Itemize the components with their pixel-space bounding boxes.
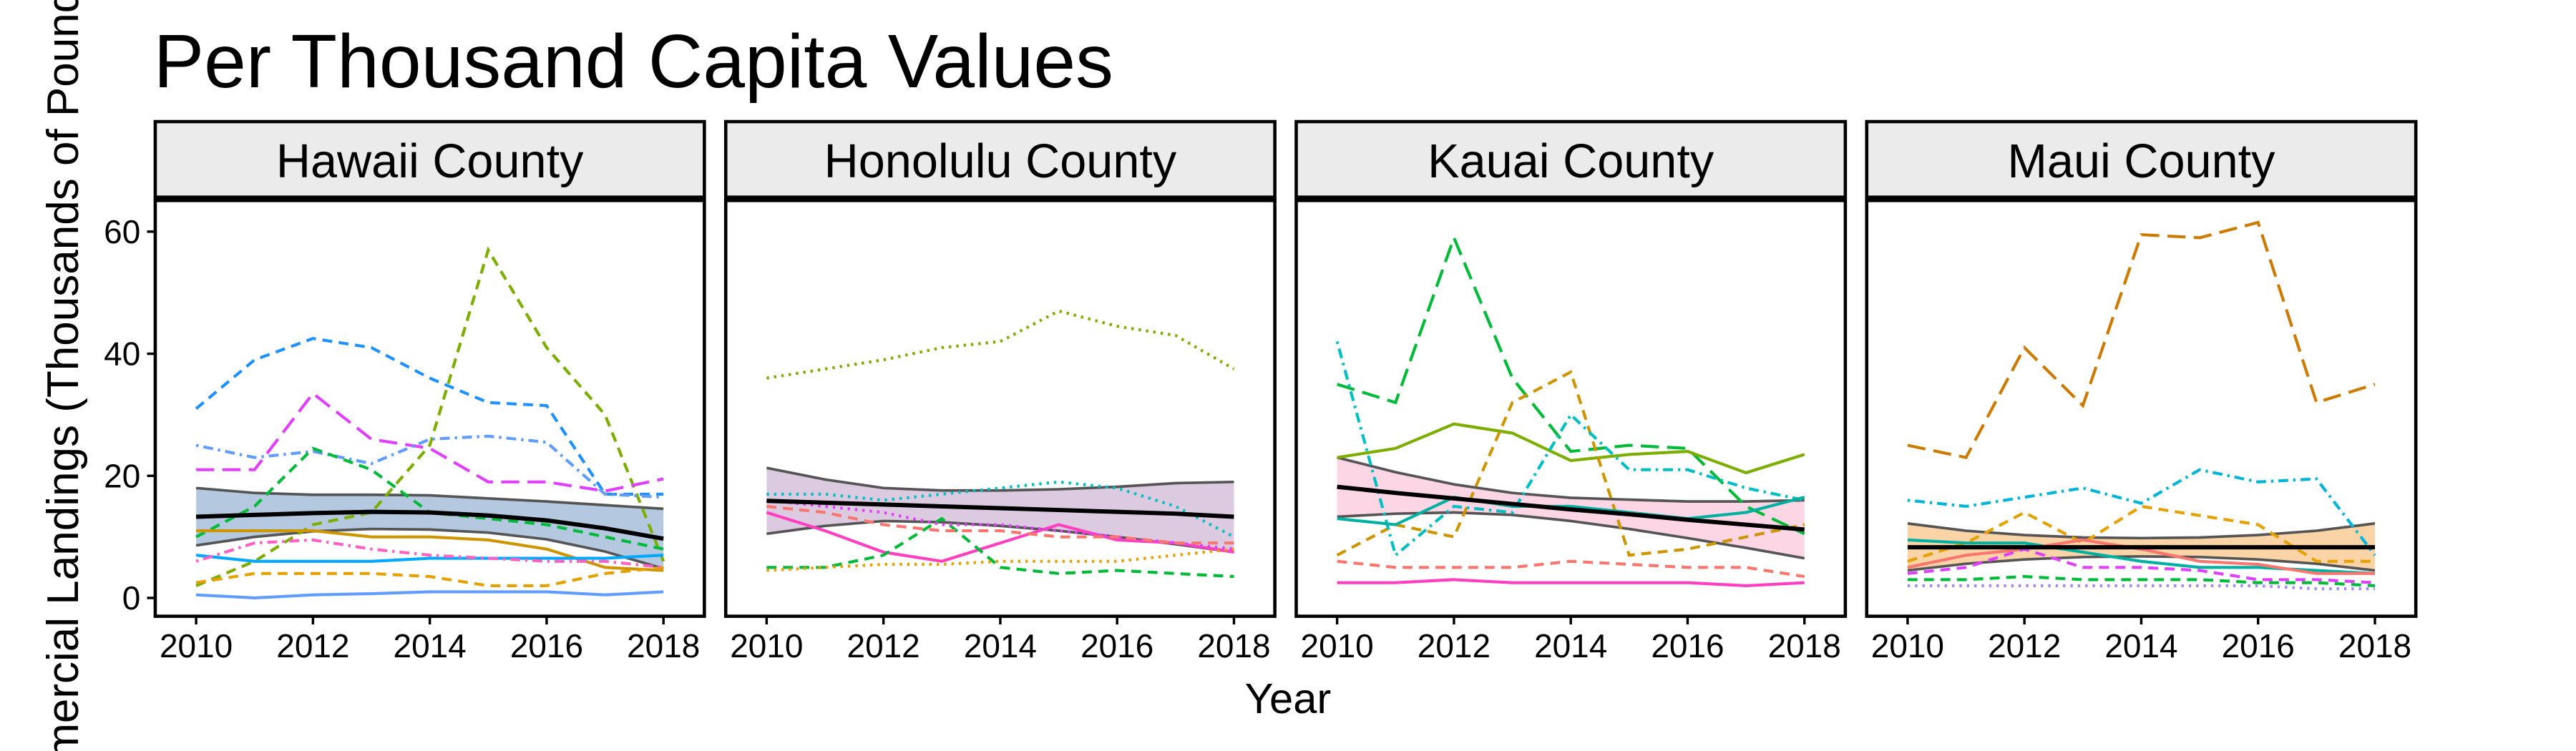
x-tick-label: 2018 [627,627,700,664]
y-tick-label: 20 [104,457,140,494]
panel [766,309,1235,579]
trend-line [1337,484,1805,532]
series-line [1337,422,1805,475]
x-tick-label: 2016 [1080,627,1153,664]
trend-line [766,499,1234,519]
x-tick-label: 2010 [730,627,803,664]
x-tick-label: 2014 [394,627,467,664]
panel-border [1294,199,1848,618]
confidence-bound [195,486,664,511]
x-tick-label: 2012 [1418,627,1491,664]
series-line [195,590,664,600]
x-tick-label: 2010 [1871,627,1944,664]
x-tick-label: 2016 [1651,627,1724,664]
y-tick-label: 40 [104,335,140,373]
x-axis-label: Year [1245,674,1332,722]
y-tick-label: 0 [122,579,141,617]
series-line [766,504,1234,545]
confidence-bound [1337,511,1805,560]
series-line [196,391,664,493]
series-line [1907,220,2376,460]
series-line [766,480,1235,539]
panel [195,246,665,600]
facet-strip [153,119,706,200]
x-tick-label: 2014 [964,627,1037,664]
series-line [195,554,664,563]
x-tick-label: 2010 [160,627,233,664]
series-line [1337,233,1805,536]
series-line [1337,559,1805,579]
series-line [1907,468,2376,556]
series-line [1907,575,2376,587]
x-tick-label: 2016 [2222,627,2295,664]
x-tick-label: 2014 [1534,627,1607,664]
series-line [766,499,1234,551]
series-line [195,337,664,496]
series-line [1907,547,2376,584]
series-line [1907,584,2376,591]
panel [1907,220,2376,591]
facet-title: Maui County [2007,135,2275,188]
x-tick-label: 2018 [1768,627,1841,664]
y-axis-label: Commercial Landings (Thousands of Pounds… [39,0,88,751]
panel-border [723,199,1277,618]
series-line [195,246,665,587]
facet-strip [1865,119,2418,200]
series-line [766,309,1235,380]
facet-title: Kauai County [1428,135,1714,188]
x-tick-label: 2010 [1301,627,1374,664]
series-line [1337,496,1805,526]
facet-title: Honolulu County [824,135,1177,188]
confidence-bound [766,466,1234,492]
facet-strip [1294,119,1848,200]
x-tick-label: 2016 [510,627,583,664]
series-line [1907,504,2376,563]
chart-title: Per Thousand Capita Values [154,19,1113,104]
series-line [766,516,1234,579]
series-line [1337,578,1805,587]
x-tick-label: 2018 [1197,627,1270,664]
x-tick-label: 2012 [276,627,349,664]
x-tick-label: 2018 [2338,627,2411,664]
trend-line [196,509,664,541]
series-line [195,538,664,569]
series-line [195,566,664,587]
facet-strip [723,119,1277,200]
x-tick-label: 2014 [2104,627,2177,664]
confidence-bound [1337,456,1805,503]
confidence-bound [195,527,664,570]
x-tick-label: 2012 [847,627,920,664]
series-line [195,434,664,499]
panel [1335,233,1805,587]
confidence-bound [1907,555,2376,572]
x-tick-label: 2012 [1988,627,2061,664]
facet-title: Hawaii County [276,135,584,188]
y-tick-label: 60 [104,213,140,250]
series-line [1336,370,1805,557]
